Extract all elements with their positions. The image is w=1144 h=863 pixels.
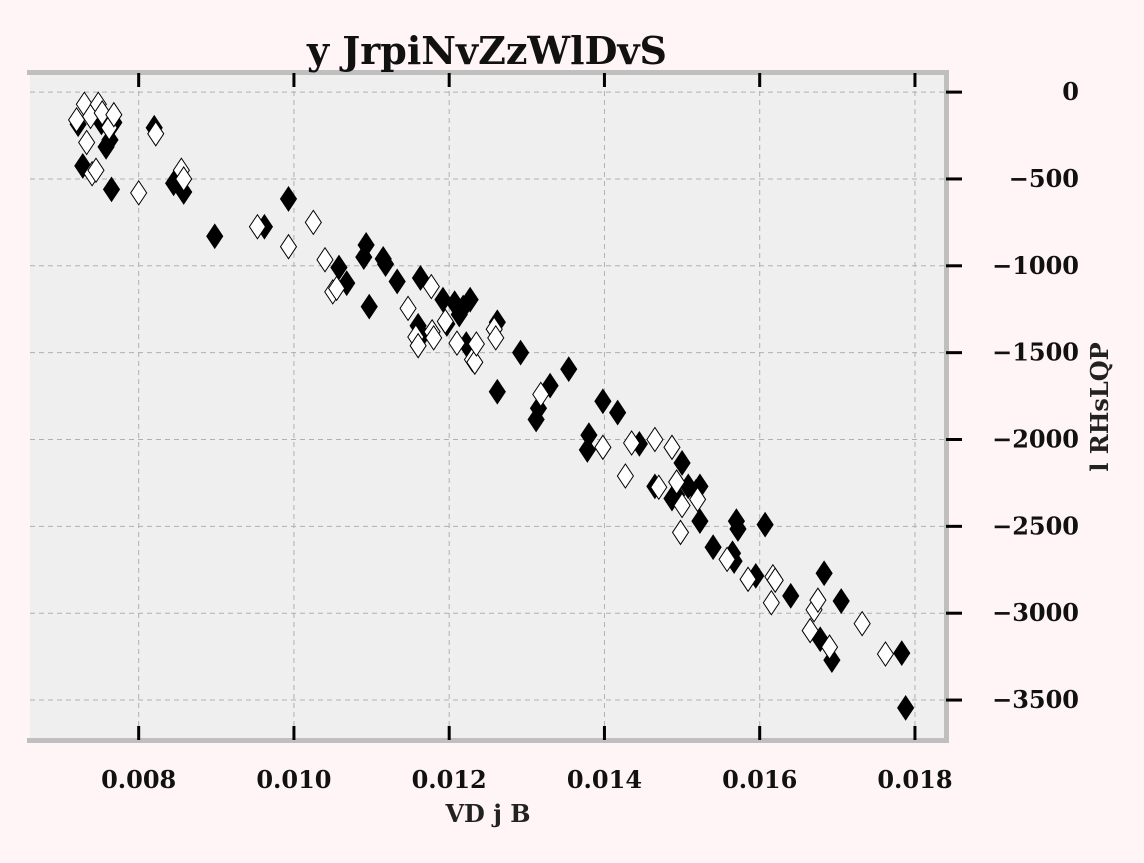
point-hollow — [668, 469, 686, 495]
x-tick-label: 0.010 — [256, 765, 331, 794]
y-tick-label: −1000 — [992, 251, 1079, 280]
point-hollow — [718, 546, 736, 573]
y-tick-label: −3000 — [992, 598, 1079, 627]
point-hollow — [467, 331, 485, 357]
point-hollow — [93, 100, 111, 126]
point-hollow — [671, 519, 690, 546]
point-hollow — [766, 567, 784, 594]
point-filled — [376, 251, 395, 277]
x-tick-label: 0.016 — [722, 765, 797, 794]
point-hollow — [422, 273, 440, 300]
point-hollow — [466, 349, 484, 376]
point-hollow — [105, 101, 123, 128]
point-hollow — [448, 330, 466, 357]
bottom-spine — [27, 738, 949, 743]
point-hollow — [304, 209, 322, 236]
y-tick-label: −2500 — [992, 511, 1079, 540]
point-filled — [488, 378, 506, 405]
point-hollow — [801, 617, 819, 644]
x-axis-label: VD j B — [444, 799, 530, 828]
y-tick-label: −3500 — [992, 685, 1079, 714]
point-filled — [729, 516, 747, 542]
x-tick-label: 0.012 — [412, 765, 487, 794]
point-filled — [279, 186, 298, 212]
x-tick-label: 0.018 — [877, 765, 952, 794]
point-filled — [357, 232, 375, 258]
point-filled — [461, 286, 479, 313]
point-filled — [102, 176, 121, 203]
point-filled — [560, 356, 578, 383]
point-filled — [512, 339, 530, 366]
y-tick-label: −1500 — [992, 338, 1079, 367]
point-filled — [832, 588, 850, 614]
point-hollow — [316, 246, 334, 273]
y-tick-label: −2000 — [992, 425, 1079, 454]
y-tick-label: 0 — [1062, 77, 1079, 106]
point-hollow — [147, 120, 165, 147]
y-tick-label: −500 — [1009, 164, 1079, 193]
point-filled — [756, 511, 774, 538]
point-hollow — [425, 324, 443, 351]
point-hollow — [623, 430, 641, 456]
point-filled — [609, 399, 627, 426]
point-filled — [434, 286, 452, 313]
point-filled — [388, 268, 406, 295]
point-hollow — [762, 589, 780, 616]
point-hollow — [532, 381, 550, 408]
point-hollow — [87, 157, 105, 184]
point-filled — [893, 640, 911, 667]
point-hollow — [175, 166, 193, 192]
point-hollow — [616, 463, 635, 489]
point-hollow — [853, 610, 871, 637]
point-filled — [897, 694, 915, 721]
point-filled — [704, 534, 722, 561]
point-filled — [411, 265, 430, 291]
point-hollow — [67, 106, 86, 133]
point-filled — [580, 422, 598, 449]
x-tick-label: 0.014 — [567, 765, 642, 794]
point-hollow — [279, 233, 298, 260]
point-hollow — [78, 129, 96, 156]
top-spine — [27, 70, 949, 75]
right-spine — [944, 70, 949, 743]
point-filled — [206, 223, 224, 250]
point-filled — [594, 388, 612, 415]
point-hollow — [248, 213, 267, 240]
point-hollow — [646, 426, 664, 453]
point-hollow — [328, 275, 346, 302]
point-filled — [360, 293, 378, 320]
point-filled — [175, 179, 193, 205]
point-hollow — [809, 587, 827, 614]
point-hollow — [688, 486, 707, 513]
point-hollow — [594, 434, 612, 461]
point-hollow — [876, 641, 895, 667]
point-filled — [782, 582, 800, 609]
point-hollow — [663, 434, 681, 461]
point-hollow — [673, 492, 691, 519]
point-hollow — [487, 324, 505, 351]
point-filled — [691, 508, 709, 535]
point-hollow — [739, 566, 757, 593]
y-axis-label: l RHsLQP — [1085, 342, 1114, 471]
point-hollow — [409, 332, 427, 359]
point-filled — [673, 450, 691, 476]
chart-title: y JrpiNvZzWlDvS — [306, 28, 667, 73]
point-hollow — [130, 179, 148, 206]
point-hollow — [650, 474, 668, 501]
point-filled — [815, 560, 833, 587]
point-hollow — [399, 295, 417, 322]
point-hollow — [820, 634, 839, 660]
x-tick-label: 0.008 — [101, 765, 176, 794]
point-hollow — [436, 308, 454, 335]
